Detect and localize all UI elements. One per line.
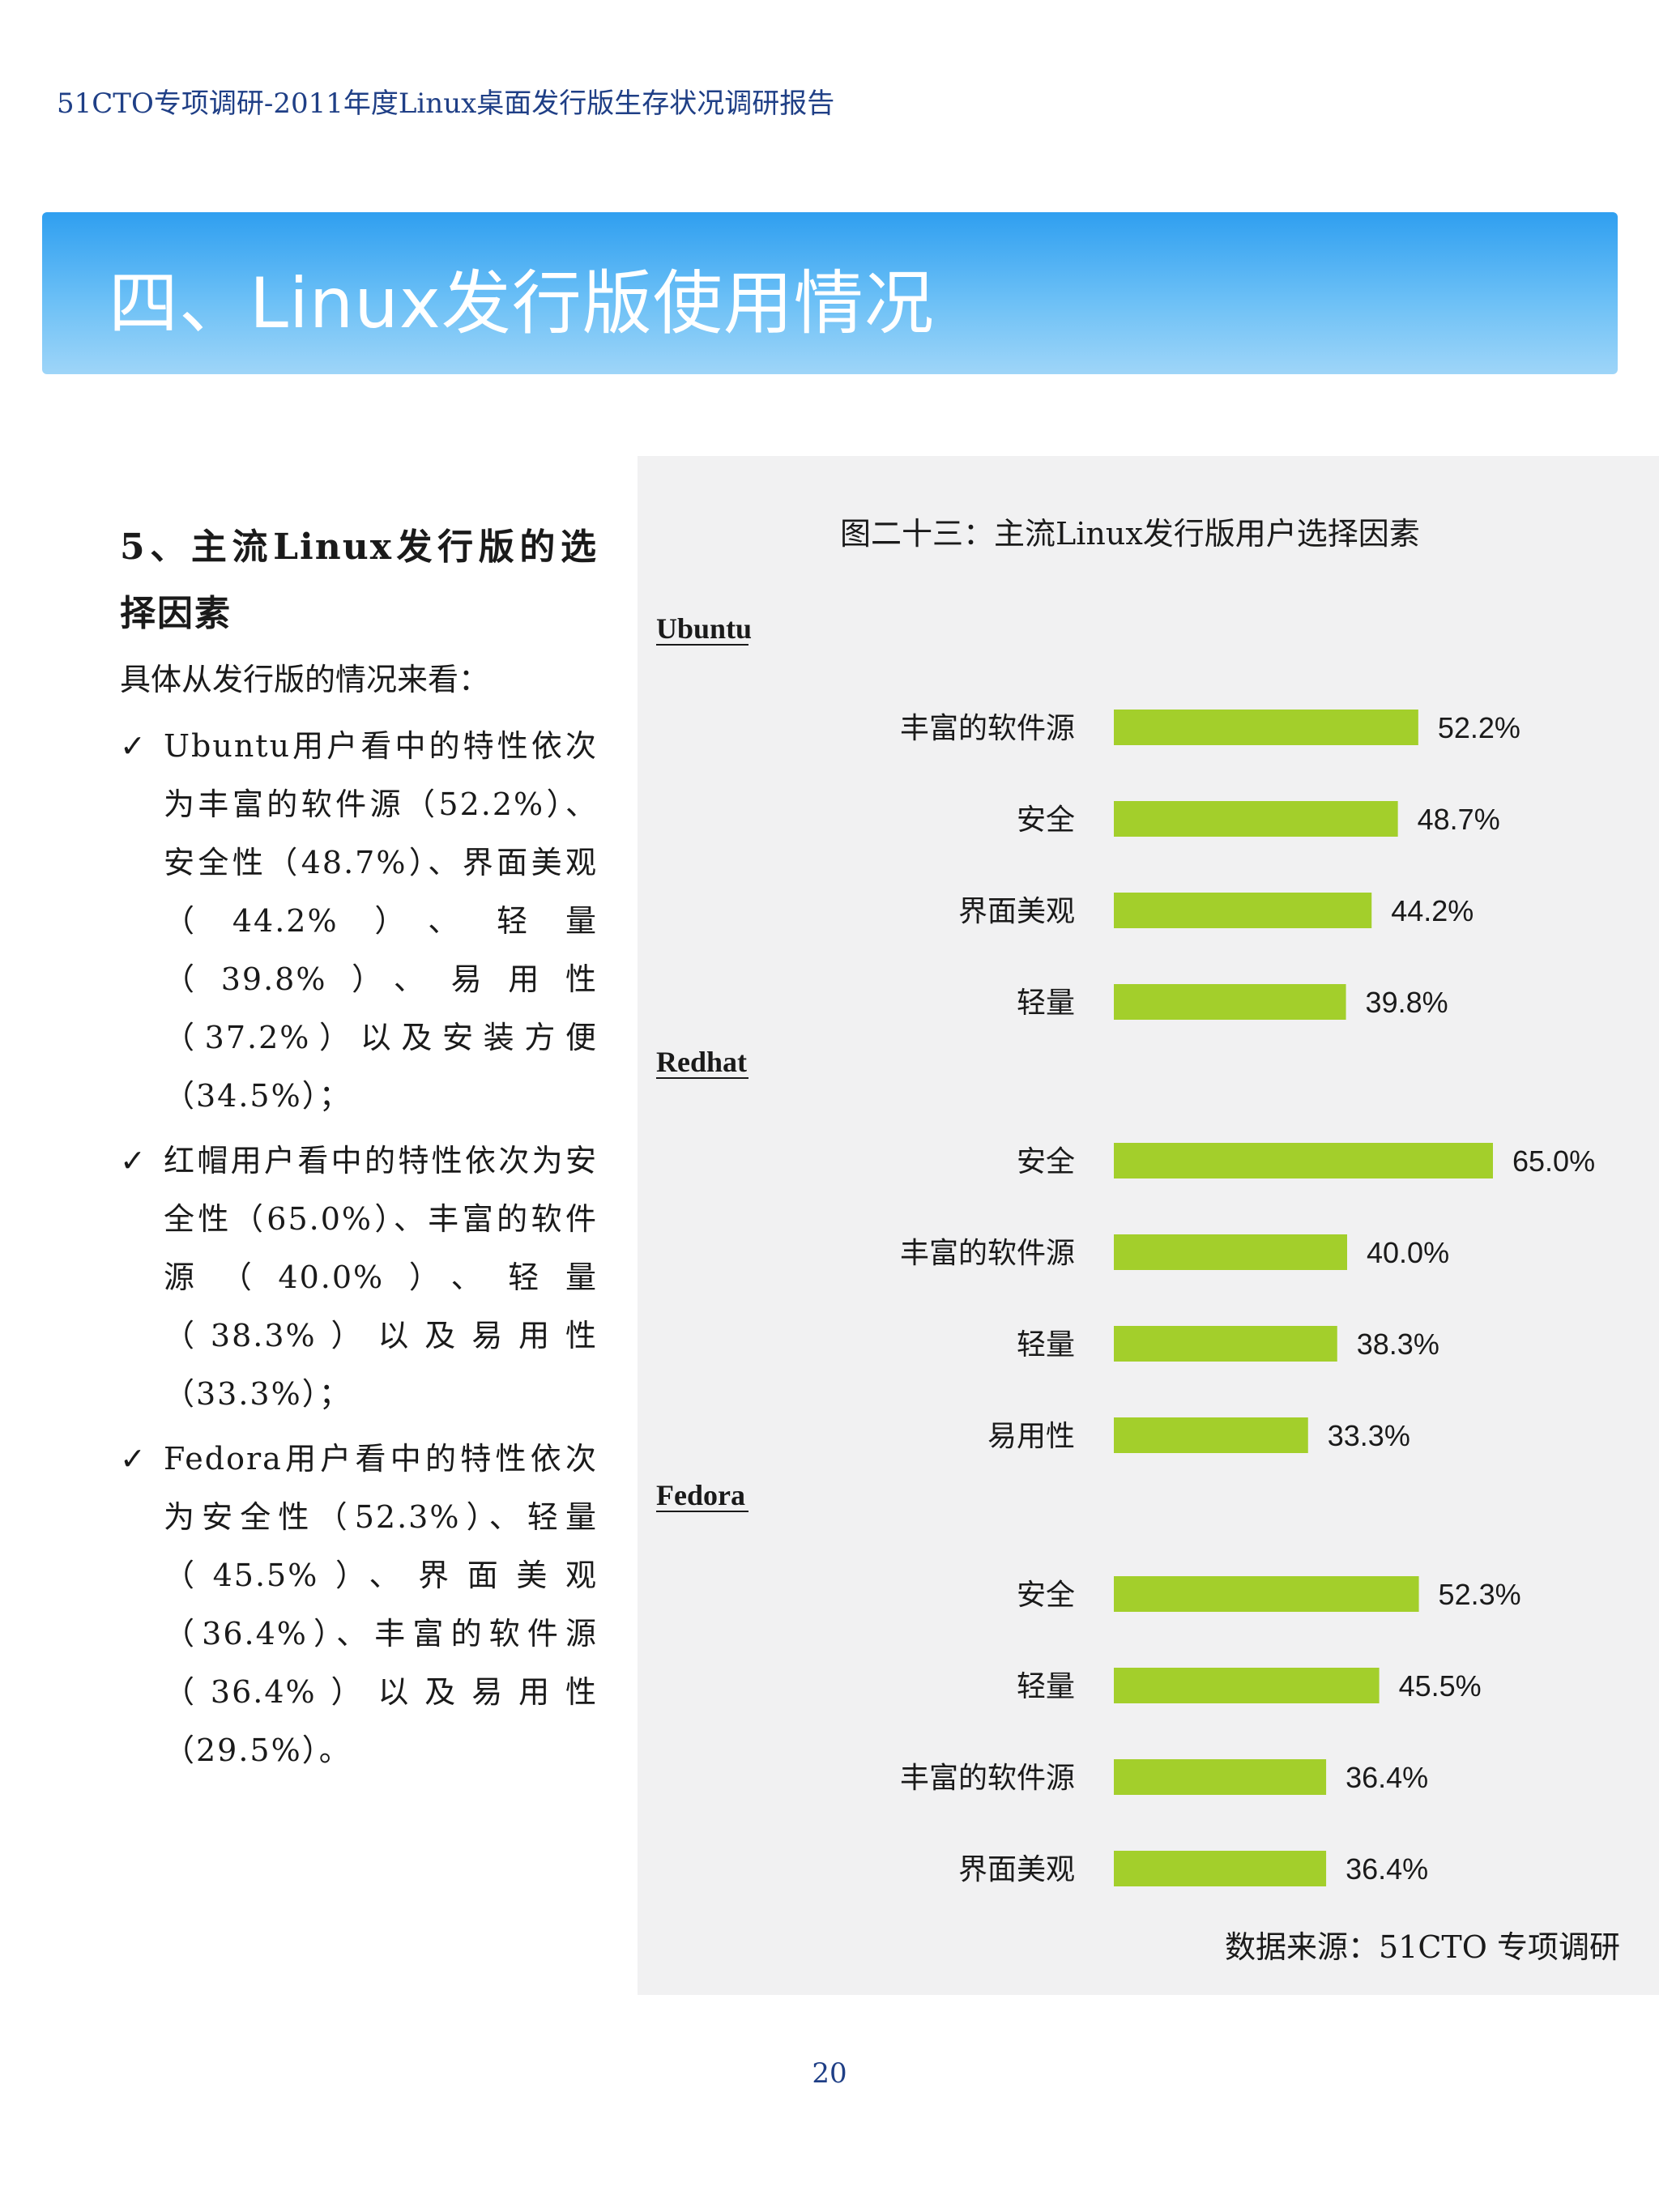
checkmark-icon: ✓ bbox=[120, 728, 146, 764]
section-body: 5、主流Linux发行版的选择因素 具体从发行版的情况来看： ✓ Ubuntu用… bbox=[120, 514, 598, 1786]
category-label: 界面美观 bbox=[958, 895, 1075, 928]
category-label: 轻量 bbox=[1017, 987, 1075, 1020]
checkmark-icon: ✓ bbox=[120, 1143, 146, 1178]
group-title: Fedora bbox=[656, 1479, 745, 1511]
figure-source: 数据来源：51CTO 专项调研 bbox=[1224, 1929, 1620, 1965]
figure-caption: 图二十三：主流Linux发行版用户选择因素 bbox=[840, 516, 1420, 552]
bar bbox=[1114, 1668, 1380, 1703]
bar bbox=[1114, 1851, 1327, 1886]
group-title: Redhat bbox=[656, 1046, 747, 1078]
page-number: 20 bbox=[812, 2057, 847, 2090]
bar-chart: Ubuntu 丰富的软件源 52.2% 安全 48.7% 界面美观 44.2% 轻量 39.8%… bbox=[656, 612, 1595, 1886]
data-label: 45.5% bbox=[1399, 1669, 1482, 1703]
list-item: ✓ Ubuntu用户看中的特性依次为丰富的软件源（52.2%）、安全性（48.7… bbox=[120, 717, 598, 1125]
category-label: 轻量 bbox=[1017, 1328, 1075, 1362]
figure-panel: 图二十三：主流Linux发行版用户选择因素 Ubuntu 丰富的软件源 52.2% 安… bbox=[638, 456, 1659, 1995]
chapter-banner: 四、Linux发行版使用情况 bbox=[42, 212, 1618, 374]
bar bbox=[1114, 984, 1346, 1020]
category-label: 丰富的软件源 bbox=[900, 712, 1075, 745]
bar bbox=[1114, 801, 1398, 837]
data-label: 39.8% bbox=[1366, 986, 1448, 1019]
category-label: 安全 bbox=[1017, 803, 1075, 837]
list-item: ✓ 红帽用户看中的特性依次为安全性（65.0%）、丰富的软件源（40.0%）、轻… bbox=[120, 1132, 598, 1423]
data-label: 52.3% bbox=[1439, 1578, 1521, 1611]
data-label: 38.3% bbox=[1357, 1328, 1439, 1361]
data-label: 44.2% bbox=[1391, 894, 1473, 927]
data-label: 36.4% bbox=[1346, 1852, 1428, 1886]
bullet-text: Fedora用户看中的特性依次为安全性（52.3%）、轻量（45.5%）、界面美… bbox=[164, 1441, 598, 1768]
bar bbox=[1114, 1576, 1419, 1612]
bar bbox=[1114, 1234, 1347, 1270]
chapter-title: 四、Linux发行版使用情况 bbox=[109, 263, 935, 344]
bar bbox=[1114, 893, 1372, 928]
running-header: 51CTO专项调研-2011年度Linux桌面发行版生存状况调研报告 bbox=[57, 87, 835, 120]
bar bbox=[1114, 1326, 1337, 1362]
data-label: 48.7% bbox=[1418, 803, 1500, 836]
category-label: 安全 bbox=[1017, 1145, 1075, 1178]
bar bbox=[1114, 1417, 1308, 1453]
category-label: 安全 bbox=[1017, 1579, 1075, 1612]
data-label: 65.0% bbox=[1512, 1144, 1595, 1178]
section-heading: 5、主流Linux发行版的选择因素 bbox=[120, 526, 598, 634]
bullet-text: Ubuntu用户看中的特性依次为丰富的软件源（52.2%）、安全性（48.7%）… bbox=[164, 728, 598, 1114]
data-label: 33.3% bbox=[1328, 1419, 1410, 1452]
bar bbox=[1114, 710, 1418, 745]
category-label: 界面美观 bbox=[958, 1853, 1075, 1886]
list-item: ✓ Fedora用户看中的特性依次为安全性（52.3%）、轻量（45.5%）、界… bbox=[120, 1430, 598, 1779]
category-label: 轻量 bbox=[1017, 1670, 1075, 1703]
category-label: 丰富的软件源 bbox=[900, 1762, 1075, 1795]
section-intro: 具体从发行版的情况来看： bbox=[120, 662, 490, 697]
data-label: 40.0% bbox=[1367, 1236, 1449, 1269]
group-title: Ubuntu bbox=[656, 612, 752, 645]
bullet-list: ✓ Ubuntu用户看中的特性依次为丰富的软件源（52.2%）、安全性（48.7… bbox=[120, 717, 598, 1779]
data-label: 52.2% bbox=[1438, 711, 1520, 744]
category-label: 丰富的软件源 bbox=[900, 1237, 1075, 1270]
checkmark-icon: ✓ bbox=[120, 1441, 146, 1477]
category-label: 易用性 bbox=[987, 1420, 1075, 1453]
data-label: 36.4% bbox=[1346, 1761, 1428, 1794]
bullet-text: 红帽用户看中的特性依次为安全性（65.0%）、丰富的软件源（40.0%）、轻量（… bbox=[164, 1143, 598, 1412]
bar bbox=[1114, 1759, 1327, 1795]
bar bbox=[1114, 1143, 1493, 1178]
